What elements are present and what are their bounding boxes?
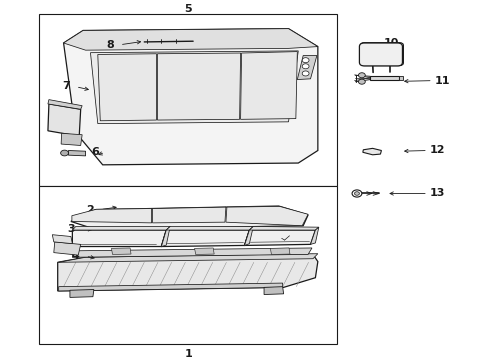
Polygon shape (71, 206, 307, 229)
Polygon shape (68, 150, 85, 156)
Polygon shape (310, 227, 318, 244)
Text: 5: 5 (184, 4, 192, 14)
Circle shape (61, 150, 68, 156)
Circle shape (302, 64, 308, 69)
Text: 4: 4 (72, 251, 80, 261)
Bar (39, 186, 337, 344)
Polygon shape (70, 289, 94, 297)
Polygon shape (161, 226, 170, 247)
Polygon shape (157, 53, 240, 120)
Circle shape (302, 71, 308, 76)
Polygon shape (72, 248, 311, 257)
Polygon shape (58, 255, 317, 291)
Polygon shape (194, 248, 214, 255)
Polygon shape (297, 55, 316, 80)
Polygon shape (244, 226, 253, 246)
FancyBboxPatch shape (359, 43, 402, 66)
Polygon shape (72, 226, 170, 230)
Text: 1: 1 (184, 349, 192, 359)
Text: 12: 12 (429, 145, 445, 156)
Polygon shape (54, 242, 81, 255)
Text: 3: 3 (67, 224, 75, 234)
Circle shape (351, 190, 361, 197)
Text: 10: 10 (383, 38, 398, 48)
Circle shape (302, 58, 308, 63)
Text: 13: 13 (429, 189, 445, 198)
Polygon shape (48, 104, 81, 136)
Text: 6: 6 (91, 147, 99, 157)
Polygon shape (398, 76, 403, 80)
Polygon shape (63, 29, 317, 165)
Polygon shape (63, 29, 317, 50)
Polygon shape (59, 254, 317, 262)
Polygon shape (270, 248, 289, 255)
Circle shape (372, 45, 389, 58)
Polygon shape (59, 283, 282, 291)
Polygon shape (369, 76, 398, 80)
Circle shape (358, 79, 365, 84)
Text: 7: 7 (62, 81, 70, 91)
Text: 9: 9 (257, 59, 265, 69)
Polygon shape (362, 148, 381, 155)
Polygon shape (161, 230, 249, 247)
Text: 11: 11 (434, 76, 449, 86)
Polygon shape (166, 226, 253, 230)
Polygon shape (52, 235, 72, 244)
Polygon shape (48, 100, 82, 109)
Polygon shape (225, 206, 307, 226)
Polygon shape (111, 248, 131, 255)
Polygon shape (240, 51, 297, 119)
Bar (39, 14, 337, 186)
Circle shape (358, 73, 365, 78)
Polygon shape (264, 287, 283, 294)
Polygon shape (98, 54, 156, 121)
Text: 8: 8 (106, 40, 114, 50)
Polygon shape (365, 49, 396, 54)
Polygon shape (249, 226, 318, 230)
Polygon shape (362, 50, 400, 54)
Polygon shape (61, 133, 82, 145)
Polygon shape (90, 51, 298, 123)
Polygon shape (244, 230, 315, 246)
Polygon shape (72, 230, 166, 247)
FancyBboxPatch shape (360, 42, 403, 66)
Polygon shape (152, 207, 225, 223)
Text: 2: 2 (86, 204, 94, 215)
Circle shape (354, 192, 359, 195)
Polygon shape (72, 208, 151, 223)
